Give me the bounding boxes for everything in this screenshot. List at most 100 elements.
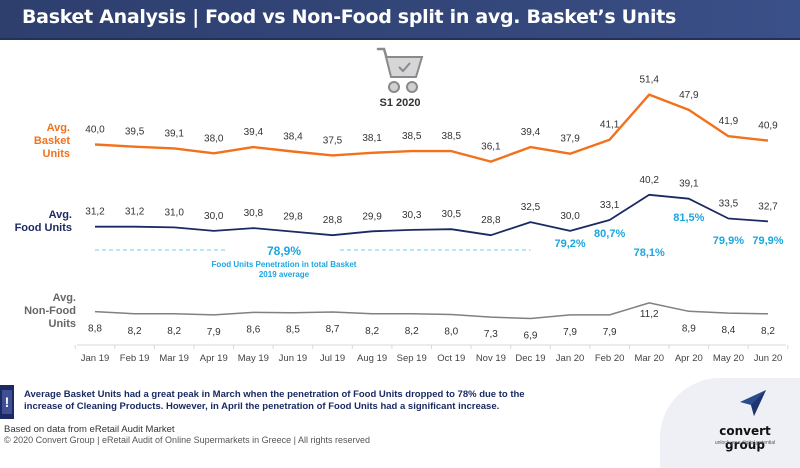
convert-group-arrow-icon [740, 390, 766, 416]
food-label-line2: Food Units [14, 222, 72, 234]
header-bar: Basket Analysis | Food vs Non-Food split… [0, 0, 800, 40]
nonfood-data-label: 7,9 [603, 327, 617, 338]
nonfood-label-line1: Avg. [52, 292, 76, 304]
nonfood-data-label: 8,2 [405, 326, 419, 337]
food-data-label: 32,5 [521, 202, 541, 213]
basket-series-line [94, 93, 769, 163]
x-tick-label: Jul 19 [320, 353, 345, 364]
nonfood-data-label: 7,9 [207, 327, 221, 338]
basket-data-label: 36,1 [481, 142, 501, 153]
x-tick-label: Oct 19 [437, 353, 465, 364]
food-data-label: 30,0 [204, 211, 224, 222]
basket-data-label: 37,5 [323, 135, 343, 146]
nonfood-data-label: 8,2 [365, 326, 379, 337]
food-data-label: 40,2 [640, 175, 660, 186]
nonfood-data-label: 8,7 [326, 324, 340, 335]
penetration-month-label: 80,7% [594, 228, 625, 240]
page-title: Basket Analysis | Food vs Non-Food split… [22, 6, 677, 28]
line-chart: 40,0 39,5 39,1 38,0 39,4 38,4 37,5 38,1 38,5 38,5… [74, 75, 789, 364]
basket-data-label: 38,0 [204, 133, 224, 144]
basket-data-label: 41,9 [719, 116, 739, 127]
nonfood-data-label: 8,8 [88, 324, 102, 335]
penetration-month-label: 79,9% [713, 235, 744, 247]
food-label-line1: Avg. [48, 209, 72, 221]
note-text: Average Basket Units had a great peak in… [24, 389, 525, 412]
x-tick-label: May 19 [238, 353, 269, 364]
food-data-label: 30,0 [560, 211, 580, 222]
x-tick-label: Jun 19 [279, 353, 308, 364]
x-tick-label: Jun 20 [754, 353, 783, 364]
x-tick-label: Jan 20 [556, 353, 585, 364]
penetration-caption-line1: Food Units Penetration in total Basket [212, 260, 357, 269]
nonfood-data-label: 8,2 [761, 326, 775, 337]
basket-data-label: 40,9 [758, 121, 778, 132]
x-tick-label: Jan 19 [81, 353, 110, 364]
penetration-caption-line2: 2019 average [259, 270, 310, 279]
basket-data-label: 47,9 [679, 90, 699, 101]
x-tick-label: Apr 20 [675, 353, 703, 364]
basket-data-label: 39,4 [521, 127, 541, 138]
food-data-label: 33,1 [600, 200, 620, 211]
food-series-line [95, 193, 769, 237]
basket-label-line1: Avg. [46, 122, 70, 134]
basket-data-label: 51,4 [640, 75, 660, 86]
nonfood-data-label: 8,2 [167, 326, 181, 337]
food-data-label: 33,5 [719, 199, 739, 210]
x-tick-label: Feb 20 [595, 353, 625, 364]
nonfood-data-label: 8,0 [444, 327, 458, 338]
nonfood-series-line [94, 302, 769, 320]
food-data-label: 31,2 [85, 207, 105, 218]
penetration-month-label: 81,5% [673, 212, 704, 224]
source-text: Based on data from eRetail Audit Market [4, 424, 175, 435]
x-tick-label: May 20 [713, 353, 744, 364]
food-data-label: 31,0 [164, 207, 184, 218]
food-data-label: 30,5 [442, 209, 462, 220]
food-units-label: Avg. Food Units [10, 209, 72, 235]
nonfood-data-label: 7,3 [484, 329, 498, 340]
nonfood-data-label: 8,5 [286, 325, 300, 336]
x-tick-label: Mar 20 [634, 353, 664, 364]
nonfood-data-label: 6,9 [524, 331, 538, 342]
food-data-label: 29,9 [362, 211, 382, 222]
x-tick-label: Feb 19 [120, 353, 150, 364]
basket-data-label: 38,5 [402, 131, 422, 142]
x-tick-label: Aug 19 [357, 353, 387, 364]
copyright-text: © 2020 Convert Group | eRetail Audit of … [4, 435, 370, 445]
basket-data-label: 38,1 [362, 133, 382, 144]
logo-background [660, 378, 800, 468]
period-label: S1 2020 [379, 97, 421, 109]
basket-data-label: 39,4 [244, 127, 264, 138]
basket-data-label: 40,0 [85, 125, 105, 136]
nonfood-data-label: 8,2 [128, 326, 142, 337]
x-tick-label: Nov 19 [476, 353, 506, 364]
penetration-avg-value: 78,9% [267, 244, 301, 258]
food-data-label: 32,7 [758, 201, 778, 212]
food-data-label: 30,3 [402, 210, 422, 221]
logo-name: convert group [719, 424, 771, 452]
exclamation-icon: ! [2, 390, 12, 414]
basket-data-label: 41,1 [600, 120, 620, 131]
x-tick-label: Apr 19 [200, 353, 228, 364]
x-tick-label: Sep 19 [397, 353, 427, 364]
basket-label-line2: Basket Units [33, 135, 70, 160]
basket-data-label: 38,4 [283, 132, 303, 143]
nonfood-data-label: 7,9 [563, 327, 577, 338]
basket-data-label: 37,9 [560, 134, 580, 145]
nonfood-data-label: 8,9 [682, 323, 696, 334]
food-data-label: 29,8 [283, 212, 303, 223]
penetration-month-label: 79,2% [554, 238, 585, 250]
penetration-month-label: 79,9% [752, 235, 783, 247]
x-tick-label: Mar 19 [159, 353, 189, 364]
food-data-label: 30,8 [244, 208, 264, 219]
x-tick-label: Dec 19 [515, 353, 545, 364]
food-data-label: 28,8 [323, 215, 343, 226]
food-data-label: 39,1 [679, 179, 699, 190]
logo-tagline: unlock your digital potential [714, 440, 776, 446]
nonfood-data-label: 8,4 [721, 325, 735, 336]
nonfood-data-label: 8,6 [246, 324, 260, 335]
shopping-cart-check-icon [376, 47, 424, 93]
basket-data-label: 38,5 [442, 131, 462, 142]
basket-data-label: 39,5 [125, 127, 145, 138]
basket-data-label: 39,1 [164, 128, 184, 139]
basket-units-label: Avg. Basket Units [10, 122, 70, 161]
